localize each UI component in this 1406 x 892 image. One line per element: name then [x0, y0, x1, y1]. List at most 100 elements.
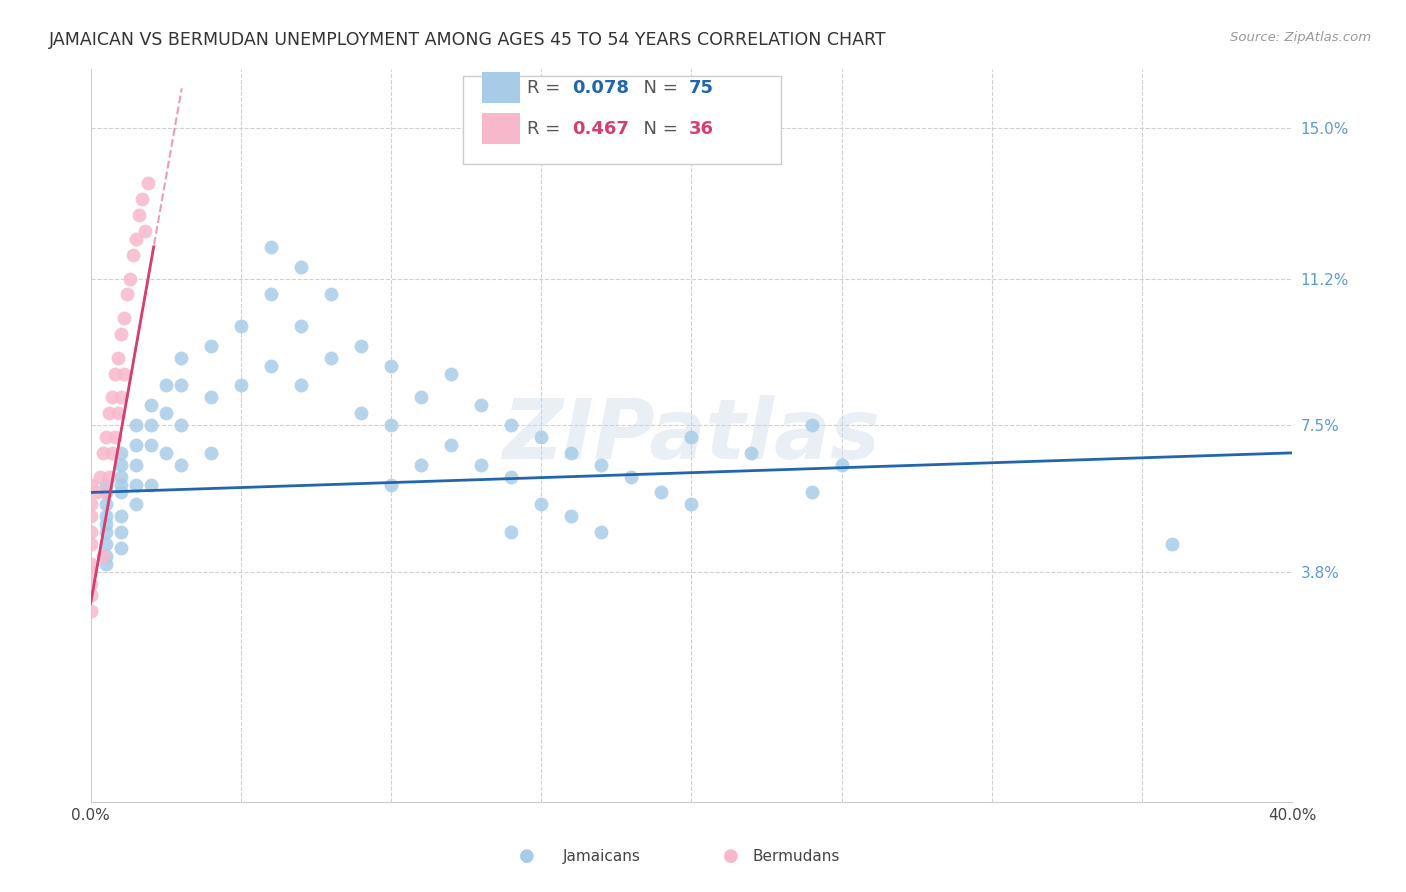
- Point: [94, 497, 117, 511]
- Point: [110, 391, 132, 405]
- Point: [124, 458, 146, 472]
- Point: [79, 509, 101, 524]
- Text: 0.078: 0.078: [572, 78, 630, 96]
- Point: [1161, 537, 1184, 551]
- Point: [800, 485, 823, 500]
- Point: [100, 446, 122, 460]
- Point: [97, 406, 120, 420]
- Point: [124, 438, 146, 452]
- FancyBboxPatch shape: [463, 76, 782, 164]
- Point: [94, 517, 117, 532]
- Point: [79, 576, 101, 591]
- Point: [110, 469, 132, 483]
- Point: [89, 469, 111, 483]
- Point: [131, 192, 153, 206]
- Point: [170, 458, 193, 472]
- Point: [380, 418, 402, 433]
- Point: [79, 477, 101, 491]
- Point: [681, 497, 703, 511]
- Point: [104, 430, 127, 444]
- Point: [200, 391, 222, 405]
- Point: [94, 549, 117, 563]
- Text: N =: N =: [633, 78, 683, 96]
- Point: [740, 446, 762, 460]
- Point: [79, 565, 101, 579]
- Point: [409, 458, 432, 472]
- Point: [100, 391, 122, 405]
- Point: [79, 604, 101, 618]
- Point: [470, 398, 492, 412]
- Point: [440, 438, 463, 452]
- Point: [124, 477, 146, 491]
- Point: [229, 319, 252, 334]
- FancyBboxPatch shape: [482, 112, 520, 144]
- Point: [110, 458, 132, 472]
- Point: [319, 351, 342, 365]
- Point: [110, 446, 132, 460]
- Text: Bermudans: Bermudans: [752, 849, 839, 863]
- Point: [260, 359, 283, 373]
- Point: [110, 509, 132, 524]
- Point: [260, 287, 283, 301]
- Point: [115, 287, 138, 301]
- Text: ZIPatlas: ZIPatlas: [502, 394, 880, 475]
- Point: [79, 589, 101, 603]
- Point: [170, 351, 193, 365]
- Point: [290, 378, 312, 392]
- Point: [681, 430, 703, 444]
- Text: JAMAICAN VS BERMUDAN UNEMPLOYMENT AMONG AGES 45 TO 54 YEARS CORRELATION CHART: JAMAICAN VS BERMUDAN UNEMPLOYMENT AMONG …: [49, 31, 887, 49]
- Point: [200, 339, 222, 353]
- Point: [290, 319, 312, 334]
- Point: [620, 469, 643, 483]
- Point: [831, 458, 853, 472]
- Point: [107, 406, 129, 420]
- Point: [128, 208, 150, 222]
- Point: [110, 477, 132, 491]
- Point: [86, 485, 108, 500]
- Point: [350, 339, 373, 353]
- Point: [79, 537, 101, 551]
- Point: [800, 418, 823, 433]
- Text: R =: R =: [527, 120, 565, 137]
- Point: [139, 438, 162, 452]
- Text: N =: N =: [633, 120, 683, 137]
- Point: [260, 240, 283, 254]
- Point: [94, 485, 117, 500]
- Point: [110, 326, 132, 341]
- Text: R =: R =: [527, 78, 565, 96]
- Text: ●: ●: [723, 847, 740, 865]
- Point: [530, 430, 553, 444]
- Point: [118, 271, 141, 285]
- Point: [91, 446, 114, 460]
- Point: [134, 224, 156, 238]
- Point: [94, 430, 117, 444]
- Text: Source: ZipAtlas.com: Source: ZipAtlas.com: [1230, 31, 1371, 45]
- Point: [440, 367, 463, 381]
- Point: [79, 525, 101, 540]
- Point: [79, 557, 101, 571]
- Point: [591, 525, 613, 540]
- Point: [200, 446, 222, 460]
- Text: 0.467: 0.467: [572, 120, 630, 137]
- Point: [501, 418, 523, 433]
- Point: [79, 497, 101, 511]
- Point: [94, 557, 117, 571]
- Text: 75: 75: [689, 78, 714, 96]
- Point: [290, 260, 312, 274]
- Point: [121, 248, 143, 262]
- Point: [107, 351, 129, 365]
- Point: [112, 367, 135, 381]
- Point: [94, 509, 117, 524]
- Point: [124, 232, 146, 246]
- Point: [124, 497, 146, 511]
- Point: [94, 525, 117, 540]
- Point: [229, 378, 252, 392]
- Point: [112, 311, 135, 326]
- Point: [380, 359, 402, 373]
- Point: [94, 485, 117, 500]
- Point: [110, 525, 132, 540]
- Point: [530, 497, 553, 511]
- Point: [155, 378, 177, 392]
- Point: [591, 458, 613, 472]
- Point: [97, 469, 120, 483]
